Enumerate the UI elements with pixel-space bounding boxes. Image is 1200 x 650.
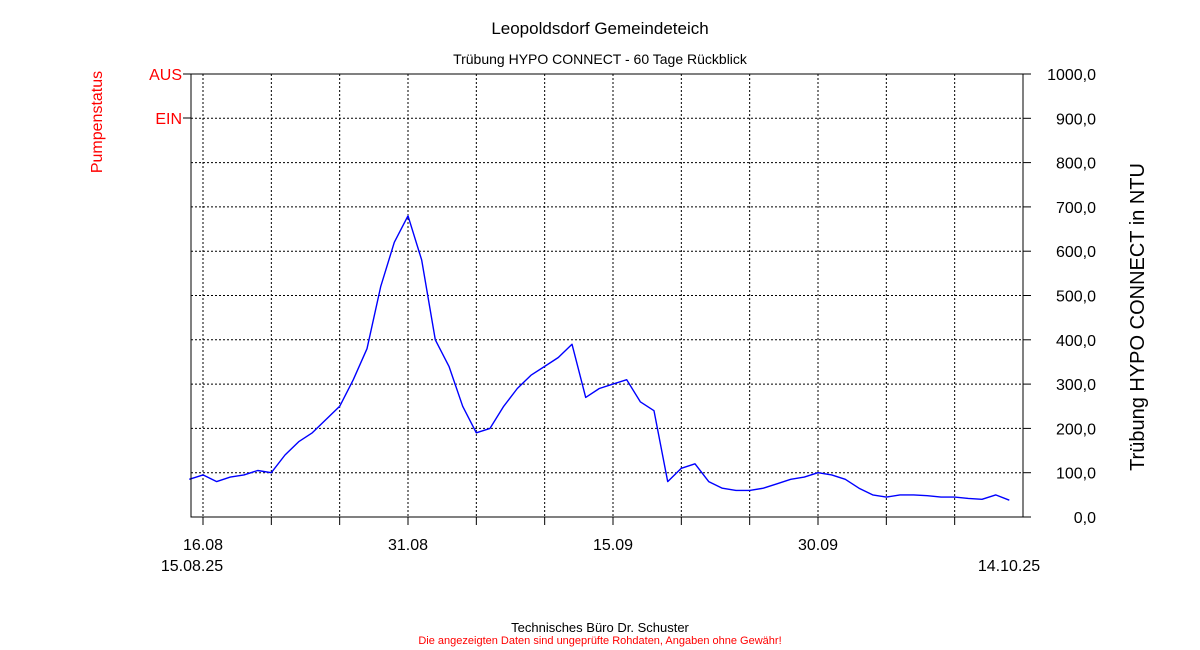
turbidity-series-line [189, 215, 1010, 501]
y-tick-label: 300,0 [1056, 377, 1096, 394]
chart-subtitle: Trübung HYPO CONNECT - 60 Tage Rückblick [453, 51, 747, 67]
disclaimer-footer: Die angezeigten Daten sind ungeprüfte Ro… [418, 635, 782, 647]
y-tick-label: 100,0 [1056, 466, 1096, 483]
x-start-date-label: 15.08.25 [161, 558, 223, 575]
x-tick-label: 31.08 [388, 537, 428, 554]
pump-status-tick-label: EIN [155, 111, 182, 128]
y-tick-label: 500,0 [1056, 289, 1096, 306]
y-tick-label: 200,0 [1056, 421, 1096, 438]
y-tick-label: 700,0 [1056, 200, 1096, 217]
chart-title: Leopoldsdorf Gemeindeteich [491, 19, 709, 38]
x-tick-label: 15.09 [593, 537, 633, 554]
turbidity-axis-title: Trübung HYPO CONNECT in NTU [1127, 163, 1149, 471]
y-tick-label: 800,0 [1056, 156, 1096, 173]
x-tick-label: 16.08 [183, 537, 223, 554]
y-tick-label: 600,0 [1056, 244, 1096, 261]
pump-status-tick-label: AUS [149, 67, 182, 84]
turbidity-chart: 1000,0 900,0 800,0 700,0 600,0 500,0 400,0 300,… [89, 67, 1149, 575]
company-footer: Technisches Büro Dr. Schuster [511, 620, 689, 635]
x-tick-label: 30.09 [798, 537, 838, 554]
x-end-date-label: 14.10.25 [978, 558, 1040, 575]
y-tick-label: 900,0 [1056, 111, 1096, 128]
y-tick-label: 1000,0 [1047, 67, 1096, 84]
y-tick-label: 0,0 [1074, 510, 1096, 527]
pump-status-axis-title: Pumpenstatus [89, 71, 106, 173]
y-tick-label: 400,0 [1056, 333, 1096, 350]
